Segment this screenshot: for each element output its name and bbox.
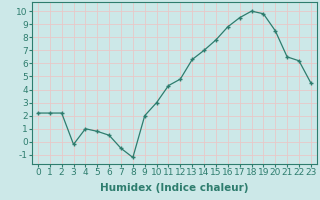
X-axis label: Humidex (Indice chaleur): Humidex (Indice chaleur) — [100, 183, 249, 193]
